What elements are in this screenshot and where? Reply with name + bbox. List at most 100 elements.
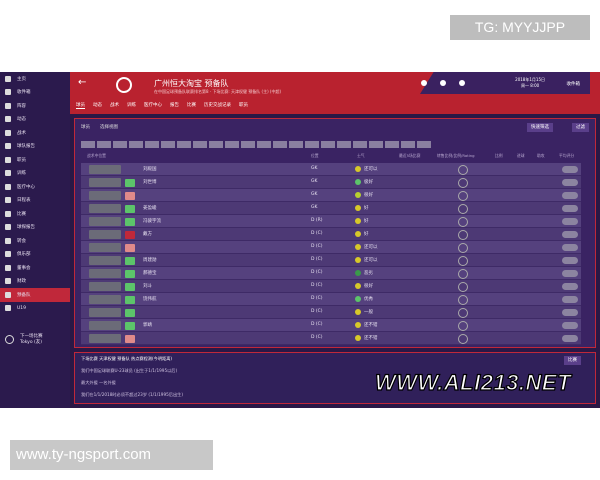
nav-tab[interactable]: 报告 bbox=[170, 103, 179, 108]
player-name[interactable]: 冯骏宇流 bbox=[143, 219, 161, 224]
table-row[interactable]: 郝德宝 D (C) 恶劣 bbox=[81, 267, 581, 280]
nav-tab[interactable]: 医疗中心 bbox=[144, 103, 162, 108]
position-select[interactable] bbox=[89, 191, 121, 200]
position-filter-button[interactable] bbox=[241, 141, 255, 148]
table-row[interactable]: 周建勋 D (C) 还可以 bbox=[81, 254, 581, 267]
column-header[interactable]: 进球 bbox=[517, 153, 525, 158]
nav-tab[interactable]: 动态 bbox=[93, 103, 102, 108]
player-name[interactable]: 刘斗 bbox=[143, 284, 152, 289]
sidebar-item[interactable]: 收件箱 bbox=[0, 86, 70, 100]
sidebar-item[interactable]: 董事会 bbox=[0, 261, 70, 275]
position-select[interactable] bbox=[89, 308, 121, 317]
table-row[interactable]: D (C) 还可以 bbox=[81, 241, 581, 254]
player-name[interactable]: 刘殿国 bbox=[143, 167, 157, 172]
sidebar-item[interactable]: 日程表 bbox=[0, 194, 70, 208]
nav-tab[interactable]: 职员 bbox=[239, 103, 248, 108]
column-header[interactable]: 位置 bbox=[311, 153, 319, 158]
table-row[interactable]: D (C) 还不错 bbox=[81, 332, 581, 345]
position-filter-button[interactable] bbox=[385, 141, 399, 148]
column-header[interactable]: 转售比例/比例/Rating bbox=[437, 153, 475, 158]
position-select[interactable] bbox=[89, 165, 121, 174]
position-select[interactable] bbox=[89, 282, 121, 291]
sidebar-item[interactable]: 医疗中心 bbox=[0, 180, 70, 194]
inbox-link[interactable]: 收件箱 bbox=[566, 82, 581, 87]
position-filter-button[interactable] bbox=[369, 141, 383, 148]
position-filter-button[interactable] bbox=[305, 141, 319, 148]
column-header[interactable]: 最近5场比赛 bbox=[399, 153, 421, 158]
sidebar-item[interactable]: U19 bbox=[0, 302, 70, 316]
position-select[interactable] bbox=[89, 321, 121, 330]
position-select[interactable] bbox=[89, 334, 121, 343]
player-name[interactable]: 姜盈峻 bbox=[143, 206, 157, 211]
position-filter-button[interactable] bbox=[193, 141, 207, 148]
position-filter-button[interactable] bbox=[321, 141, 335, 148]
position-select[interactable] bbox=[89, 256, 121, 265]
column-header[interactable]: 战术中位置 bbox=[87, 153, 106, 158]
next-match[interactable]: 下一场比赛 Tokyo (友) bbox=[0, 329, 70, 349]
sidebar-item[interactable]: 职员 bbox=[0, 153, 70, 167]
position-filter-button[interactable] bbox=[273, 141, 287, 148]
sidebar-item[interactable]: 财政 bbox=[0, 275, 70, 289]
table-row[interactable]: GK 很好 bbox=[81, 189, 581, 202]
player-name[interactable]: 周建勋 bbox=[143, 258, 157, 263]
sidebar-item[interactable]: 阵容 bbox=[0, 99, 70, 113]
position-filter-button[interactable] bbox=[177, 141, 191, 148]
column-header[interactable]: 平均评分 bbox=[559, 153, 575, 158]
sidebar-item[interactable]: 动态 bbox=[0, 113, 70, 127]
position-select[interactable] bbox=[89, 178, 121, 187]
position-filter-button[interactable] bbox=[289, 141, 303, 148]
nav-tab[interactable]: 比赛 bbox=[187, 103, 196, 108]
position-filter-button[interactable] bbox=[257, 141, 271, 148]
filter-button[interactable]: 过滤 bbox=[572, 123, 589, 132]
table-row[interactable]: 郭靖 D (C) 还不错 bbox=[81, 319, 581, 332]
column-header[interactable]: 助攻 bbox=[537, 153, 545, 158]
sidebar-item[interactable]: 转会 bbox=[0, 234, 70, 248]
nav-tab[interactable]: 球员 bbox=[76, 103, 85, 109]
player-name[interactable]: 郭靖 bbox=[143, 323, 152, 328]
position-filter-button[interactable] bbox=[209, 141, 223, 148]
position-filter-button[interactable] bbox=[353, 141, 367, 148]
table-row[interactable]: 刘世博 GK 极好 bbox=[81, 176, 581, 189]
column-header[interactable]: 士气 bbox=[357, 153, 365, 158]
table-row[interactable]: 刘斗 D (C) 很好 bbox=[81, 280, 581, 293]
competition-select[interactable]: 比赛 bbox=[564, 356, 581, 365]
table-row[interactable]: 冯骏宇流 D (R) 好 bbox=[81, 215, 581, 228]
position-filter-button[interactable] bbox=[401, 141, 415, 148]
sidebar-item[interactable]: 球探报告 bbox=[0, 221, 70, 235]
position-filter-button[interactable] bbox=[129, 141, 143, 148]
position-select[interactable] bbox=[89, 243, 121, 252]
position-filter-button[interactable] bbox=[113, 141, 127, 148]
table-row[interactable]: 刘殿国 GK 还可以 bbox=[81, 163, 581, 176]
nav-tab[interactable]: 历史交战记录 bbox=[204, 103, 231, 108]
position-select[interactable] bbox=[89, 295, 121, 304]
position-select[interactable] bbox=[89, 204, 121, 213]
help-icon[interactable] bbox=[440, 80, 446, 86]
position-filter-button[interactable] bbox=[225, 141, 239, 148]
position-filter-button[interactable] bbox=[161, 141, 175, 148]
position-filter-button[interactable] bbox=[97, 141, 111, 148]
sidebar-item[interactable]: 俱乐部 bbox=[0, 248, 70, 262]
sidebar-item[interactable]: 球队报告 bbox=[0, 140, 70, 154]
bulb-icon[interactable] bbox=[421, 80, 427, 86]
player-name[interactable]: 刘世博 bbox=[143, 180, 157, 185]
player-name[interactable]: 郝德宝 bbox=[143, 271, 157, 276]
position-select[interactable] bbox=[89, 269, 121, 278]
sidebar-item[interactable]: 比赛 bbox=[0, 207, 70, 221]
position-select[interactable] bbox=[89, 217, 121, 226]
quick-filter-button[interactable]: 快速筛选 bbox=[527, 123, 553, 132]
position-select[interactable] bbox=[89, 230, 121, 239]
view-select[interactable]: 选择视图 bbox=[100, 125, 118, 130]
back-arrow-icon[interactable]: ← bbox=[78, 77, 87, 88]
position-filter-button[interactable] bbox=[337, 141, 351, 148]
table-row[interactable]: 姜盈峻 GK 好 bbox=[81, 202, 581, 215]
player-name[interactable]: 饶伟航 bbox=[143, 297, 157, 302]
nav-tab[interactable]: 训练 bbox=[127, 103, 136, 108]
position-filter-button[interactable] bbox=[417, 141, 431, 148]
player-name[interactable]: 戴方 bbox=[143, 232, 152, 237]
sidebar-item[interactable]: 预备队 bbox=[0, 288, 70, 302]
table-row[interactable]: 戴方 D (C) 好 bbox=[81, 228, 581, 241]
nav-tab[interactable]: 战术 bbox=[110, 103, 119, 108]
column-header[interactable]: 比例 bbox=[495, 153, 503, 158]
sidebar-item[interactable]: 战术 bbox=[0, 126, 70, 140]
sidebar-item[interactable]: 训练 bbox=[0, 167, 70, 181]
